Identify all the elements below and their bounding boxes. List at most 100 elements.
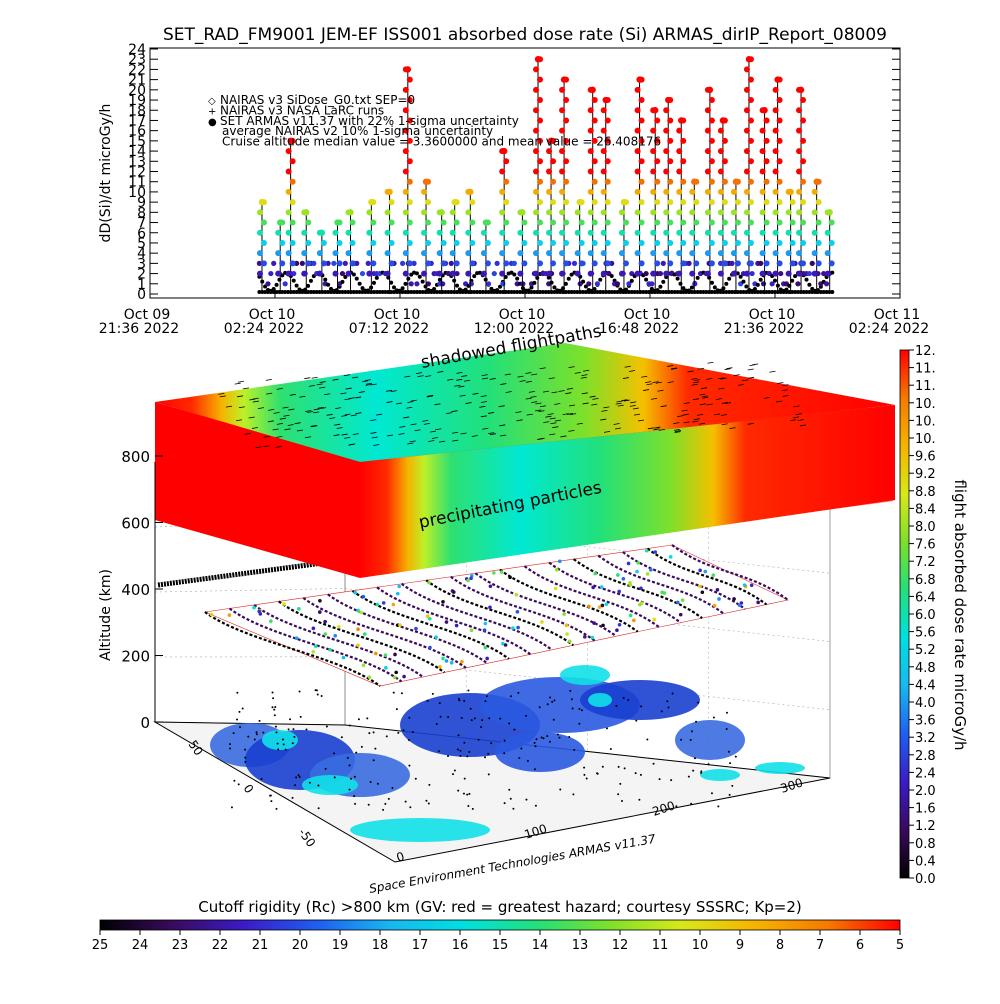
armas-point (579, 240, 585, 246)
armas-point (615, 281, 620, 286)
armas-point (366, 209, 372, 215)
ground-track-dot (520, 747, 522, 749)
armas-point (709, 117, 715, 123)
armas-point (718, 209, 724, 215)
ground-track-dot (262, 732, 264, 734)
armas-point (575, 209, 581, 215)
armas-point (639, 220, 645, 226)
armas-peak-point (691, 179, 697, 185)
armas-point (748, 240, 754, 246)
ground-track-dot (358, 718, 360, 720)
3d-panel: shadowed flightpaths precipitating parti… (98, 321, 895, 896)
dose-colorbar-tick-label: 1.6 (915, 802, 936, 817)
flight-dose-point (483, 628, 487, 632)
flight-dose-point (679, 613, 683, 617)
armas-point (773, 169, 779, 175)
armas-point (709, 158, 715, 164)
rigidity-colorbar-tick-label: 7 (816, 938, 824, 953)
armas-point (305, 220, 311, 226)
armas-point (575, 230, 581, 236)
armas-point (407, 240, 413, 246)
dose-colorbar-tick-label: 3.6 (915, 714, 936, 729)
ground-track-dot (239, 726, 241, 728)
flight-dose-point (511, 626, 515, 630)
ground-track-dot (396, 708, 398, 710)
armas-peak-point (519, 209, 525, 215)
armas-peak-point (636, 76, 642, 82)
rigidity-colorbar-tick-label: 14 (532, 938, 549, 953)
dose-colorbar-tick-label: 7.2 (915, 555, 936, 570)
armas-point (469, 199, 475, 205)
armas-point (521, 260, 527, 266)
armas-point (796, 250, 802, 256)
dose-colorbar-tick-label: 10. (915, 414, 936, 429)
flight-dose-point (565, 624, 569, 628)
ground-track-dot (553, 719, 555, 721)
armas-point (588, 250, 594, 256)
armas-point (667, 240, 673, 246)
armas-point (744, 209, 750, 215)
ground-track-dot (388, 798, 390, 800)
armas-point (337, 240, 343, 246)
ground-track-dot (368, 732, 370, 734)
armas-point (592, 199, 598, 205)
dose-colorbar-tick-label: 0.4 (915, 854, 936, 869)
armas-point (321, 260, 327, 266)
ground-track-dot (557, 733, 559, 735)
flight-dose-point (701, 590, 705, 594)
armas-point (718, 169, 724, 175)
ground-track-dot (700, 772, 702, 774)
flight-dose-point (646, 572, 650, 576)
armas-point (537, 179, 543, 185)
armas-point (748, 138, 754, 144)
ground-track-dot (672, 692, 674, 694)
armas-peak-point (467, 189, 473, 195)
ground-track-dot (481, 719, 483, 721)
ground-track-dot (233, 732, 235, 734)
armas-point (450, 250, 456, 256)
rigidity-colorbar-tick-label: 22 (212, 938, 229, 953)
ground-track-dot (439, 702, 441, 704)
armas-peak-point (438, 209, 444, 215)
ground-track-dot (458, 699, 460, 701)
flight-dose-point (384, 666, 388, 670)
ground-track-dot (317, 693, 319, 695)
armas-point (722, 260, 728, 266)
earth-landmass (675, 720, 745, 760)
ground-track-dot (273, 709, 275, 711)
top-x-tick-time: 16:48 2022 (599, 321, 679, 337)
ground-track-dot (432, 693, 434, 695)
armas-point (619, 230, 625, 236)
armas-point (760, 271, 766, 277)
ground-track-dot (355, 752, 357, 754)
armas-point (546, 169, 552, 175)
armas-point (290, 240, 296, 246)
armas-point (546, 271, 552, 277)
ground-track-dot (729, 762, 731, 764)
armas-point (440, 281, 445, 286)
ground-track-dot (354, 776, 356, 778)
ground-track-dot (458, 734, 460, 736)
dose-colorbar-tick-label: 5.2 (915, 643, 936, 658)
armas-point (654, 220, 660, 226)
ground-track-dot (275, 726, 277, 728)
ground-track-dot (553, 699, 555, 701)
ground-track-dot (256, 733, 258, 735)
dose-colorbar-tick-label: 11. (915, 379, 936, 394)
armas-point (533, 271, 539, 277)
armas-point (764, 117, 770, 123)
ground-track-dot (726, 728, 728, 730)
armas-point (421, 230, 427, 236)
top-chart-title: SET_RAD_FM9001 JEM-EF ISS001 absorbed do… (163, 25, 887, 45)
armas-peak-point (826, 209, 832, 215)
flight-dose-point (629, 614, 633, 618)
nairas-point (724, 282, 728, 286)
armas-point (731, 271, 737, 277)
armas-point (777, 199, 783, 205)
flight-dose-point (669, 555, 673, 559)
nairas-point (275, 283, 279, 287)
armas-point (503, 179, 509, 185)
armas-point (777, 220, 783, 226)
ground-track-dot (244, 757, 246, 759)
